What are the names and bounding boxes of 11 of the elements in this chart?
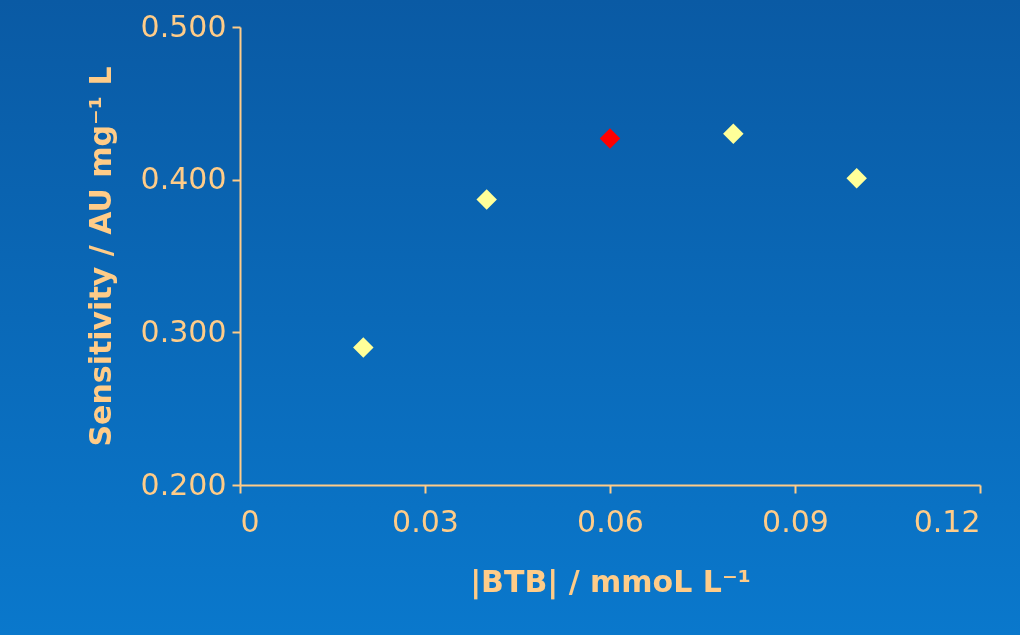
x-tick-label: 0.06 [577, 503, 644, 539]
x-axis-title: |BTB| / mmoL L⁻¹ [470, 563, 751, 600]
y-tick-label: 0.200 [140, 466, 227, 502]
x-tick-label: 0.03 [392, 503, 459, 539]
y-axis-title: Sensitivity / AU mg⁻¹ L [82, 66, 118, 447]
y-tick-label: 0.500 [140, 8, 227, 44]
y-tick-label: 0.400 [140, 161, 227, 197]
x-tick-label: 0.12 [913, 503, 981, 539]
x-tick-label: 0.09 [762, 503, 829, 539]
x-tick-label: 0 [240, 503, 260, 539]
y-tick-label: 0.300 [140, 313, 227, 349]
